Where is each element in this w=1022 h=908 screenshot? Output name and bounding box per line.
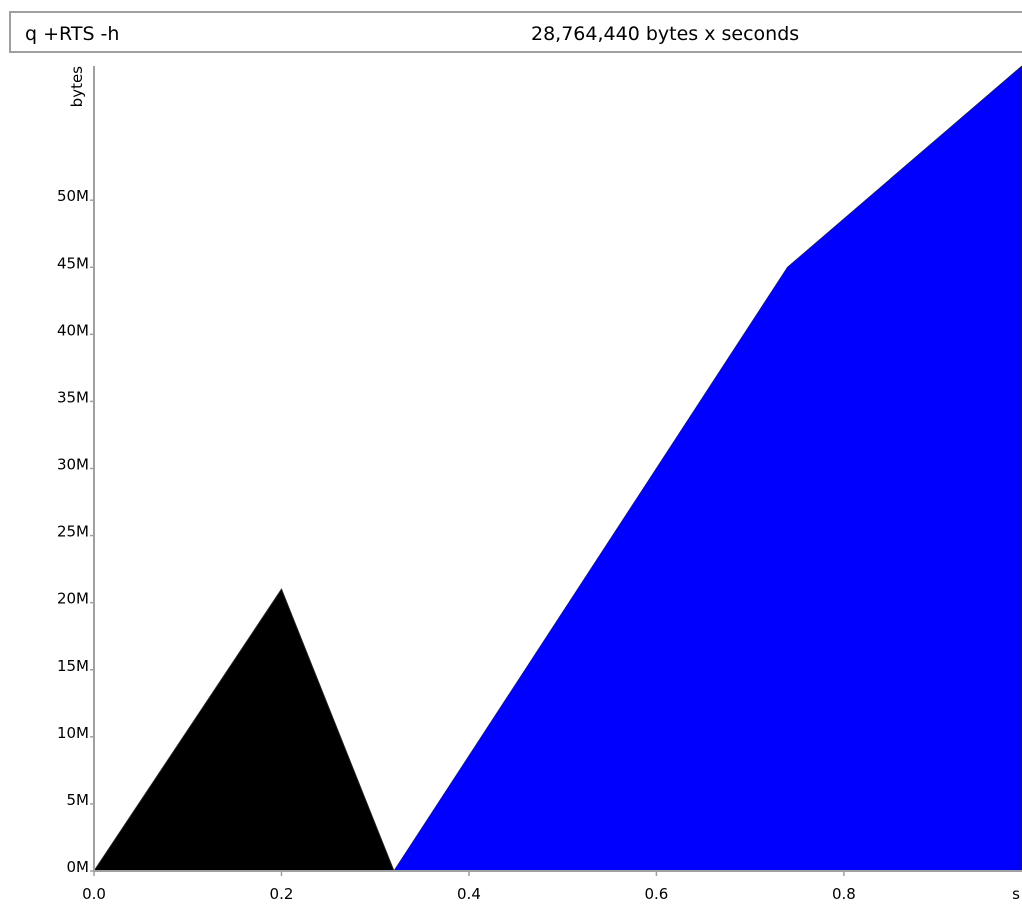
y-tick-label: 0M bbox=[67, 858, 90, 876]
series-area-0 bbox=[93, 588, 395, 872]
y-tick-label: 45M bbox=[57, 254, 89, 272]
y-tick-label: 10M bbox=[57, 724, 89, 742]
y-tick-label: 20M bbox=[57, 590, 89, 608]
y-axis-label: bytes bbox=[68, 66, 86, 108]
x-tick-label: 0.2 bbox=[270, 885, 294, 903]
x-axis-label: s bbox=[1012, 885, 1020, 903]
total-bytes-seconds: 28,764,440 bytes x seconds bbox=[531, 23, 800, 45]
y-tick-label: 30M bbox=[57, 456, 89, 474]
y-tick-label: 35M bbox=[57, 388, 89, 406]
x-tick-label: 0.6 bbox=[644, 885, 668, 903]
series-area-1 bbox=[393, 65, 1022, 872]
x-tick-label: 0.8 bbox=[832, 885, 856, 903]
y-tick-label: 50M bbox=[57, 187, 89, 205]
profile-header: q +RTS -h 28,764,440 bytes x seconds bbox=[9, 11, 1022, 53]
y-tick-label: 25M bbox=[57, 523, 89, 541]
chart-axes: 0M 5M 10M 15M 20M 25M 30M 35M 40M 45M 50M 0.0 0.2 0.4… bbox=[57, 66, 1022, 903]
series-areas bbox=[93, 65, 1022, 872]
x-tick-label: 0.4 bbox=[457, 885, 481, 903]
y-tick-label: 5M bbox=[67, 791, 90, 809]
y-tick-label: 40M bbox=[57, 321, 89, 339]
x-tick-label: 0.0 bbox=[82, 885, 106, 903]
program-command: q +RTS -h bbox=[25, 23, 120, 45]
y-tick-label: 15M bbox=[57, 657, 89, 675]
